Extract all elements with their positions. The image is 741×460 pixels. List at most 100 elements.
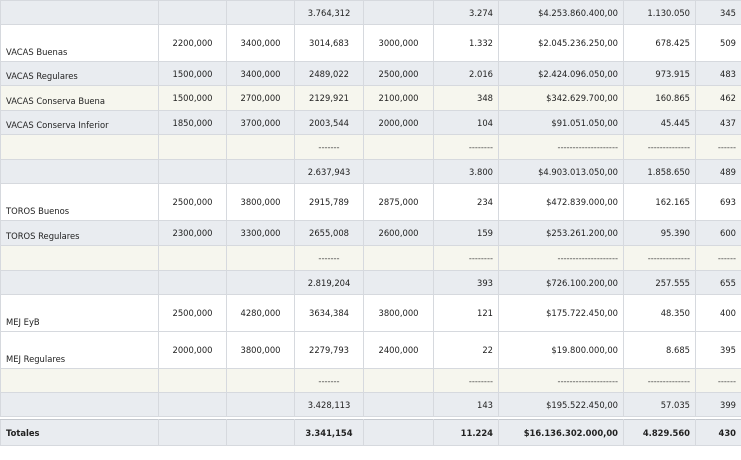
separator-row: ------- -------- -------------------- -----… — [0, 245, 741, 271]
value-cell: 3700,000 — [226, 110, 295, 135]
value-cell: 973.915 — [623, 61, 696, 86]
value-cell: $175.722.450,00 — [498, 294, 624, 332]
value-cell: -------- — [433, 368, 499, 393]
value-cell: ------- — [294, 368, 364, 393]
value-cell: 2.819,204 — [294, 270, 364, 295]
value-cell: 393 — [433, 270, 499, 295]
value-cell — [363, 368, 434, 393]
row-label-cell — [0, 270, 159, 295]
value-cell: $16.136.302.000,00 — [498, 419, 624, 446]
spacer-row — [0, 416, 741, 420]
value-cell: ------ — [695, 368, 741, 393]
value-cell — [226, 245, 295, 271]
value-cell: $253.261.200,00 — [498, 220, 624, 246]
value-cell: 655 — [695, 270, 741, 295]
value-cell: 3300,000 — [226, 220, 295, 246]
value-cell: 2600,000 — [363, 220, 434, 246]
value-cell: 2279,793 — [294, 331, 364, 369]
value-cell: 678.425 — [623, 24, 696, 62]
value-cell: 121 — [433, 294, 499, 332]
value-cell: 3800,000 — [363, 294, 434, 332]
row-label-cell: MEJ EyB — [0, 294, 159, 332]
value-cell: 234 — [433, 183, 499, 221]
row-label-cell: TOROS Regulares — [0, 220, 159, 246]
value-cell: 2500,000 — [158, 294, 227, 332]
row-label-cell: VACAS Conserva Inferior — [0, 110, 159, 135]
value-cell: 257.555 — [623, 270, 696, 295]
row-label-cell — [0, 245, 159, 271]
value-cell: 3800,000 — [226, 331, 295, 369]
value-cell: 143 — [433, 392, 499, 417]
value-cell: $4.253.860.400,00 — [498, 0, 624, 25]
value-cell: 11.224 — [433, 419, 499, 446]
value-cell: 45.445 — [623, 110, 696, 135]
row-label-cell — [0, 392, 159, 417]
value-cell: 3400,000 — [226, 24, 295, 62]
value-cell: 430 — [695, 419, 741, 446]
value-cell: 2915,789 — [294, 183, 364, 221]
value-cell: 2200,000 — [158, 24, 227, 62]
value-cell: 104 — [433, 110, 499, 135]
value-cell: 2100,000 — [363, 85, 434, 111]
value-cell: ------- — [294, 134, 364, 160]
table-row: 3.764,312 3.274 $4.253.860.400,00 1.130.050… — [0, 0, 741, 25]
table-row: VACAS Conserva Buena 1500,000 2700,000 2129… — [0, 85, 741, 111]
value-cell — [363, 0, 434, 25]
value-cell: 22 — [433, 331, 499, 369]
row-label-cell — [0, 368, 159, 393]
value-cell: 2400,000 — [363, 331, 434, 369]
totals-row: Totales 3.341,154 11.224 $16.136.302.000,00… — [0, 419, 741, 446]
value-cell: 3.428,113 — [294, 392, 364, 417]
value-cell: $726.100.200,00 — [498, 270, 624, 295]
value-cell: 95.390 — [623, 220, 696, 246]
value-cell: $342.629.700,00 — [498, 85, 624, 111]
row-label-cell — [0, 134, 159, 160]
value-cell: -------------- — [623, 368, 696, 393]
value-cell: 2500,000 — [363, 61, 434, 86]
value-cell: $91.051.050,00 — [498, 110, 624, 135]
value-cell: -------- — [433, 245, 499, 271]
value-cell: 4280,000 — [226, 294, 295, 332]
value-cell: 348 — [433, 85, 499, 111]
value-cell — [226, 419, 295, 446]
value-cell: 162.165 — [623, 183, 696, 221]
value-cell: 57.035 — [623, 392, 696, 417]
value-cell: 2000,000 — [158, 331, 227, 369]
table-row: TOROS Regulares 2300,000 3300,000 2655,008 2… — [0, 220, 741, 246]
table-row: TOROS Buenos 2500,000 3800,000 2915,789 2875… — [0, 183, 741, 221]
value-cell: $19.800.000,00 — [498, 331, 624, 369]
value-cell: $472.839.000,00 — [498, 183, 624, 221]
value-cell: 1.332 — [433, 24, 499, 62]
value-cell: 395 — [695, 331, 741, 369]
value-cell — [226, 134, 295, 160]
value-cell — [363, 392, 434, 417]
value-cell: 462 — [695, 85, 741, 111]
value-cell — [158, 159, 227, 184]
value-cell: 4.829.560 — [623, 419, 696, 446]
value-cell — [226, 159, 295, 184]
value-cell: 2129,921 — [294, 85, 364, 111]
value-cell: 2700,000 — [226, 85, 295, 111]
value-cell — [226, 368, 295, 393]
value-cell: 3.274 — [433, 0, 499, 25]
table-row: VACAS Buenas 2200,000 3400,000 3014,683 3000… — [0, 24, 741, 62]
value-cell: $4.903.013.050,00 — [498, 159, 624, 184]
value-cell: 1500,000 — [158, 85, 227, 111]
value-cell: 600 — [695, 220, 741, 246]
value-cell: 2875,000 — [363, 183, 434, 221]
value-cell: $2.424.096.050,00 — [498, 61, 624, 86]
value-cell — [226, 392, 295, 417]
value-cell — [158, 0, 227, 25]
value-cell: $195.522.450,00 — [498, 392, 624, 417]
value-cell: 1500,000 — [158, 61, 227, 86]
value-cell: 2300,000 — [158, 220, 227, 246]
value-cell: 345 — [695, 0, 741, 25]
value-cell: 1.858.650 — [623, 159, 696, 184]
value-cell: 483 — [695, 61, 741, 86]
value-cell: 159 — [433, 220, 499, 246]
value-cell: ------- — [294, 245, 364, 271]
value-cell: 2500,000 — [158, 183, 227, 221]
value-cell: 437 — [695, 110, 741, 135]
value-cell — [363, 134, 434, 160]
value-cell: -------------- — [623, 245, 696, 271]
